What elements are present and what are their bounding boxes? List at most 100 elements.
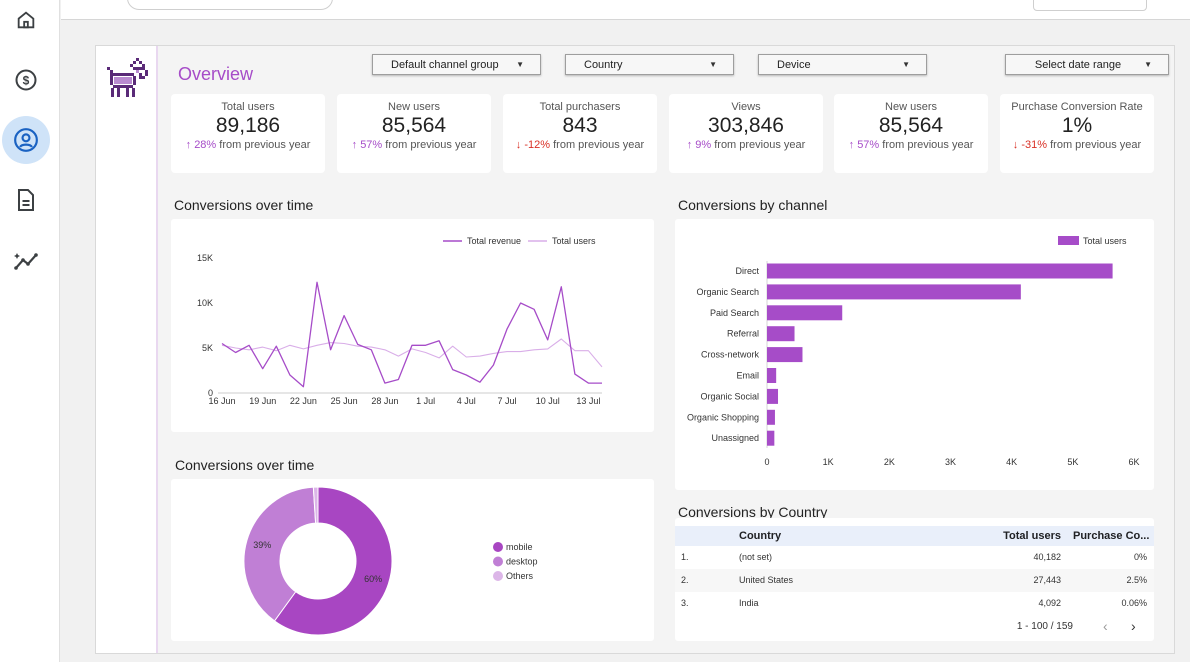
caret-down-icon: ▼ (709, 60, 717, 69)
y-tick-label: 10K (197, 298, 213, 308)
kpi-value: 843 (562, 114, 598, 137)
column-header-total-users[interactable]: Total users (1003, 530, 1061, 542)
monetization-button[interactable]: $ (2, 56, 50, 104)
legend-swatch (1058, 236, 1079, 245)
chevron-left-icon[interactable]: ‹ (1103, 618, 1108, 634)
bar (767, 263, 1113, 279)
slice-mobile (273, 486, 393, 636)
table-row[interactable]: 3. India 4,092 0.06% (675, 592, 1154, 615)
delta-suffix: from previous year (714, 139, 806, 151)
delta-suffix: from previous year (882, 139, 974, 151)
x-tick-label: 13 Jul (576, 396, 600, 406)
report-title: Overview (178, 64, 254, 84)
column-header-country[interactable]: Country (739, 530, 782, 542)
top-bar (61, 0, 1190, 20)
legend-label: mobile (506, 542, 533, 552)
legend-swatch (493, 556, 503, 567)
reports-button[interactable] (2, 176, 50, 224)
user-button[interactable] (2, 116, 50, 164)
channel-group-dropdown[interactable]: Default channel group ▼ (372, 54, 541, 75)
category-label: Direct (735, 266, 759, 276)
x-tick-label: 2K (884, 457, 895, 467)
search-input[interactable] (127, 0, 333, 10)
table-row[interactable]: 2. United States 27,443 2.5% (675, 569, 1154, 592)
device-dropdown[interactable]: Device ▼ (758, 54, 927, 75)
pagination: 1 - 100 / 159 ‹ › (975, 618, 1147, 635)
caret-down-icon: ▼ (1144, 60, 1152, 69)
bar (767, 284, 1021, 300)
bar-chart: Direct Organic Search Paid Search Referral C… (687, 236, 1140, 467)
kpi-card-new-users-2[interactable]: New users 85,564 ↑ 57% from previous yea… (834, 94, 988, 173)
x-tick-label: 1 Jul (416, 396, 435, 406)
y-tick-label: 0 (208, 388, 213, 398)
x-tick-label: 10 Jul (536, 396, 560, 406)
x-tick-label: 25 Jun (331, 396, 358, 406)
delta-suffix: from previous year (385, 139, 477, 151)
row-total-users: 40,182 (1033, 552, 1061, 562)
arrow-down-icon: ↓ (1012, 139, 1019, 151)
bar-chart-card: Direct Organic Search Paid Search Referral C… (675, 219, 1154, 490)
kpi-label: New users (388, 101, 440, 113)
nav-rail: $ (0, 0, 60, 662)
legend-label: Total users (1083, 236, 1127, 246)
document-icon (18, 189, 34, 211)
bar (767, 347, 803, 363)
kpi-delta: ↓ -31% from previous year (1000, 139, 1154, 151)
account-circle-icon (14, 128, 38, 152)
x-tick-label: 7 Jul (497, 396, 516, 406)
delta-value: 9% (695, 139, 712, 151)
bar (767, 430, 775, 446)
delta-value: 57% (360, 139, 383, 151)
report-canvas: Overview Default channel group ▼ Country… (95, 45, 1175, 654)
date-range-dropdown[interactable]: Select date range ▼ (1005, 54, 1169, 75)
kpi-delta: ↓ -12% from previous year (503, 139, 657, 151)
x-tick-label: 0 (764, 457, 769, 467)
x-tick-label: 19 Jun (249, 396, 276, 406)
home-icon (17, 11, 35, 29)
arrow-down-icon: ↓ (515, 139, 522, 151)
kpi-label: Purchase Conversion Rate (1011, 101, 1143, 113)
kpi-label: Total users (221, 101, 275, 113)
row-rank: 1. (681, 552, 689, 562)
arrow-up-icon: ↑ (351, 139, 358, 151)
x-tick-label: 22 Jun (290, 396, 317, 406)
kpi-label: New users (885, 101, 937, 113)
donut-chart-title: Conversions over time (175, 457, 315, 473)
top-action-button[interactable] (1033, 0, 1147, 11)
delta-value: 28% (194, 139, 217, 151)
column-header-purchase-conversion[interactable]: Purchase Co... (1073, 530, 1150, 542)
svg-text:$: $ (23, 74, 30, 88)
country-dropdown[interactable]: Country ▼ (565, 54, 734, 75)
bar (767, 368, 777, 383)
category-label: Paid Search (710, 308, 759, 318)
legend-label: Total users (552, 236, 596, 246)
row-country: India (739, 598, 759, 608)
home-button[interactable] (2, 0, 50, 44)
kpi-delta: ↑ 28% from previous year (171, 139, 325, 151)
kpi-card-total-purchasers[interactable]: Total purchasers 843 ↓ -12% from previou… (503, 94, 657, 173)
donut-chart-card: 60% 39% mobile desktop Others (171, 479, 654, 641)
country-table-card: Country Total users Purchase Co... 1. (n… (675, 518, 1154, 641)
slice-desktop (243, 486, 317, 622)
chevron-right-icon[interactable]: › (1131, 618, 1136, 634)
table-row[interactable]: 1. (not set) 40,182 0% (675, 546, 1154, 569)
dollar-circle-icon: $ (15, 69, 37, 91)
caret-down-icon: ▼ (516, 60, 524, 69)
bar (767, 388, 779, 404)
kpi-card-total-users[interactable]: Total users 89,186 ↑ 28% from previous y… (171, 94, 325, 173)
kpi-delta: ↑ 57% from previous year (337, 139, 491, 151)
insights-button[interactable] (2, 236, 50, 284)
legend-swatch (493, 542, 503, 552)
legend-label: Others (506, 571, 534, 581)
category-label: Organic Social (700, 391, 759, 401)
bar (767, 305, 843, 321)
x-tick-label: 6K (1128, 457, 1139, 467)
category-label: Email (736, 371, 759, 381)
kpi-card-views[interactable]: Views 303,846 ↑ 9% from previous year (669, 94, 823, 173)
series-line-total-revenue (221, 281, 602, 388)
kpi-card-new-users[interactable]: New users 85,564 ↑ 57% from previous yea… (337, 94, 491, 173)
dropdown-label: Default channel group (391, 58, 499, 71)
kpi-card-purchase-conversion-rate[interactable]: Purchase Conversion Rate 1% ↓ -31% from … (1000, 94, 1154, 173)
arrow-up-icon: ↑ (185, 139, 192, 151)
kpi-value: 85,564 (878, 114, 944, 137)
